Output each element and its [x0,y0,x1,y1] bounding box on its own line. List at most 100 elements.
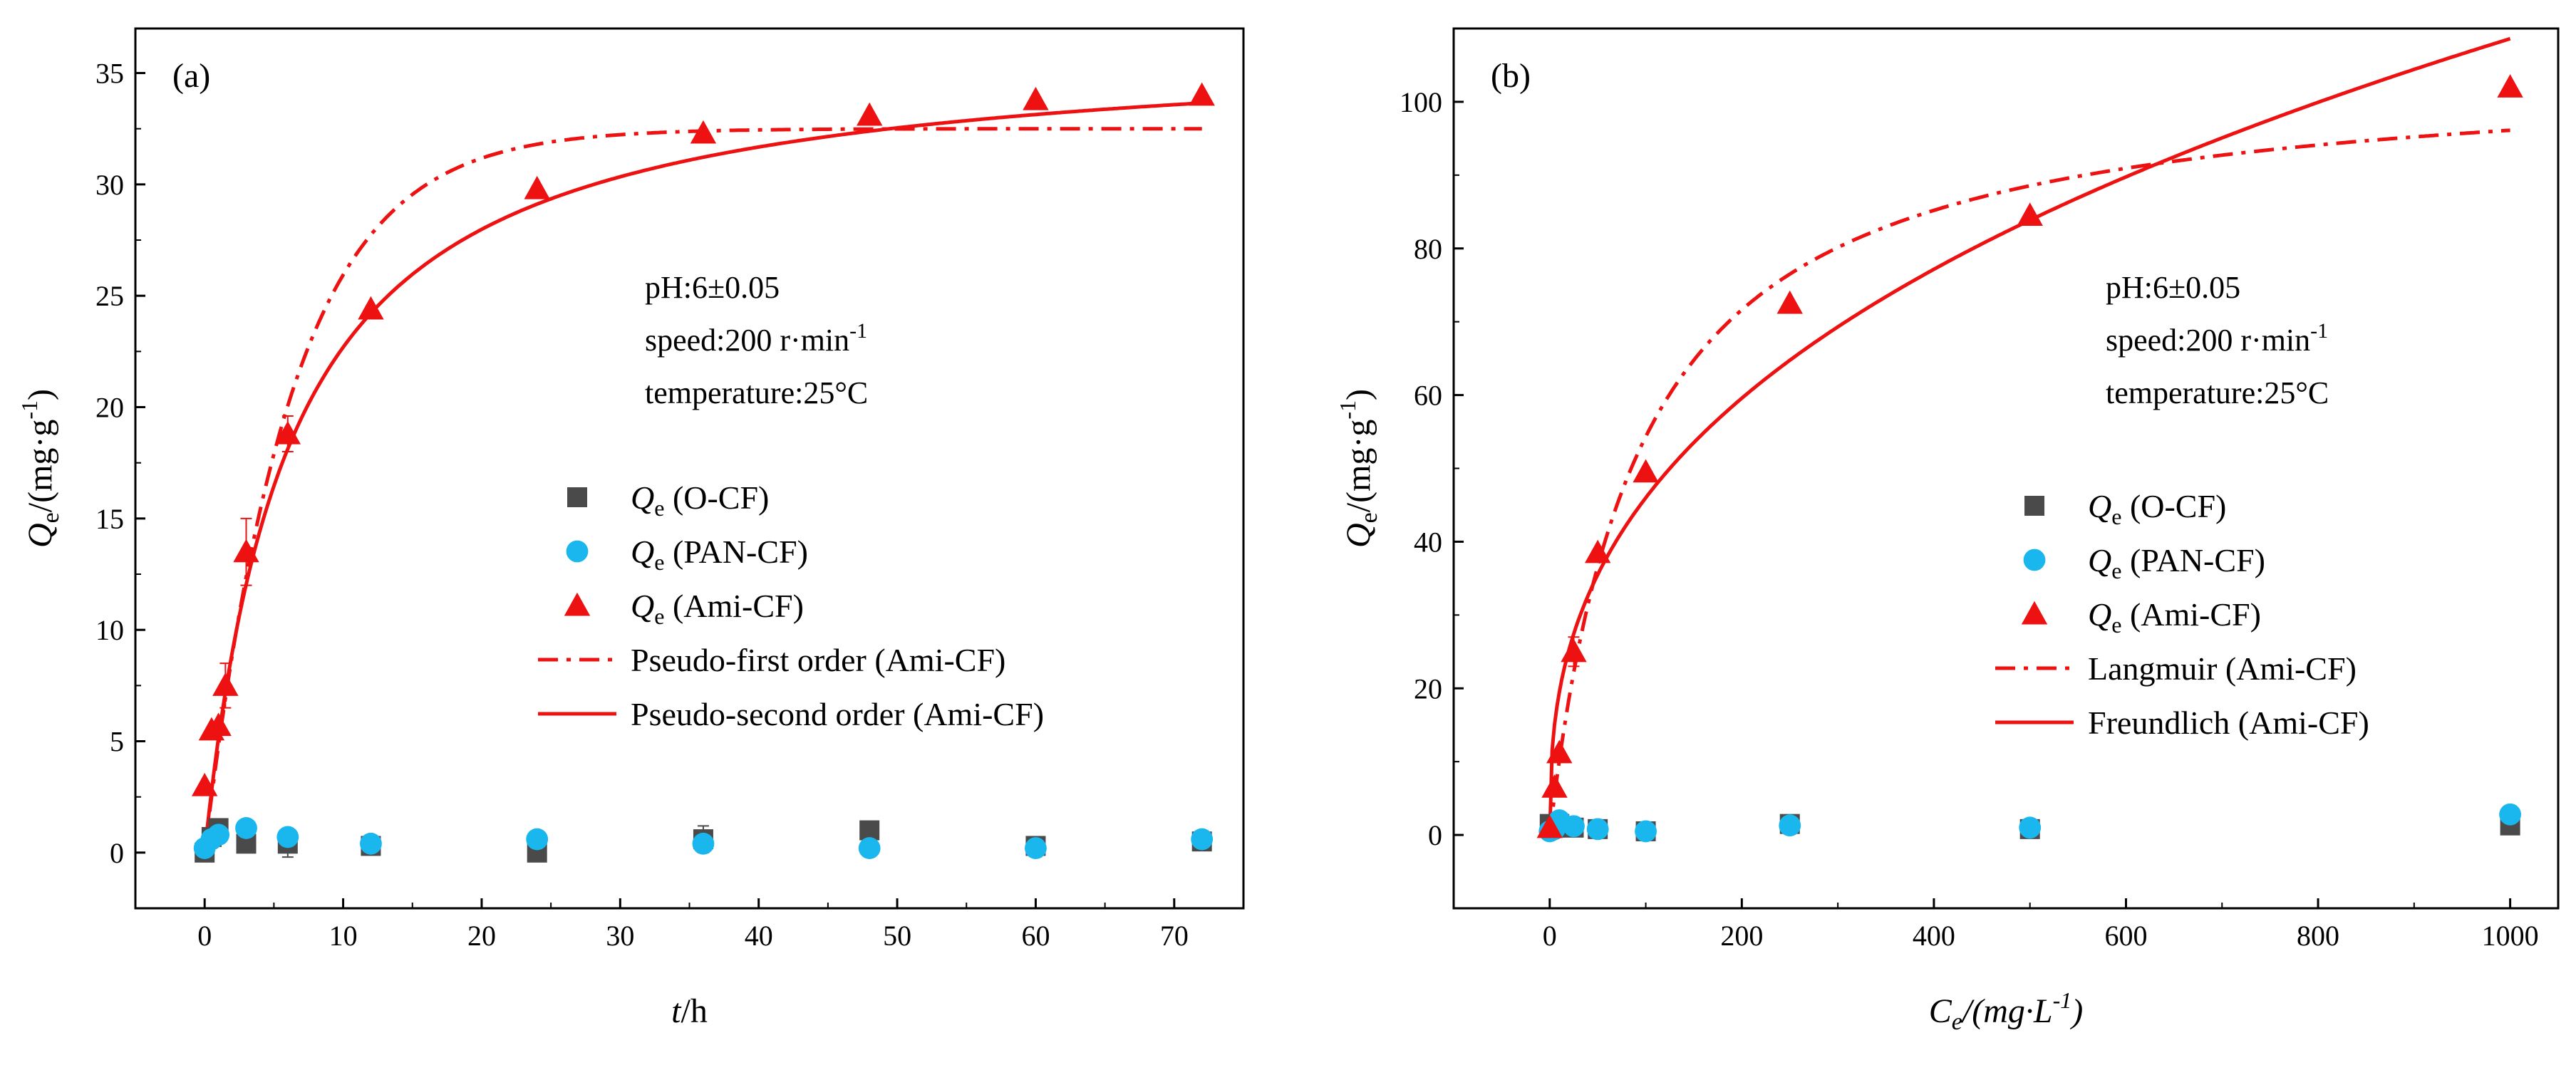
y-axis-label-sub: e [38,512,64,523]
legend-label-var: Q [2088,542,2111,578]
data-point [358,296,384,320]
legend-label-sub: e [654,495,664,521]
legend-label: Qe (O-CF) [2088,488,2226,529]
legend-label-text: (Ami-CF) [664,588,804,624]
y-tick-label: 5 [110,726,124,758]
y-tick-label: 20 [1414,672,1442,705]
data-point [692,832,715,855]
y-axis-label-var: Q [1340,523,1377,548]
x-tick-label: 70 [1160,920,1189,952]
data-point [212,672,239,696]
panel-label: (b) [1491,57,1531,95]
x-tick-label: 600 [2104,920,2147,952]
y-tick-label: 0 [1428,819,1442,851]
annotation-speed-sup: -1 [849,319,867,343]
y-axis-label-unit: /(mg·g [1340,420,1377,513]
data-point [1779,814,1801,837]
legend-label: Langmuir (Ami-CF) [2088,650,2357,687]
legend-label: Qe (Ami-CF) [2088,596,2261,638]
x-axis-label-sup: -1 [2053,987,2072,1013]
data-point [2019,816,2042,839]
legend-label: Pseudo-second order (Ami-CF) [631,696,1044,732]
legend-label-var: Q [631,588,654,624]
data-point [233,539,259,563]
legend-label-text: (PAN-CF) [664,534,808,570]
legend-label-text: Freundlich (Ami-CF) [2088,705,2369,741]
chart-panel-b: 0 200 400 600 800 1000020406080100(b)Ce/(mg·L… [1335,27,2560,1035]
legend-label-text: (PAN-CF) [2121,542,2265,578]
y-axis-label-close: ) [1340,389,1377,400]
data-point [2499,803,2522,826]
y-tick-label: 60 [1414,380,1442,412]
data-point [858,837,881,859]
annotation-temperature: temperature:25°C [2106,375,2329,410]
y-axis-label: Qe/(mg·g-1) [1335,389,1382,548]
series-triangle [1536,74,2523,838]
data-point [207,824,230,846]
x-tick-label: 60 [1021,920,1050,952]
legend-marker-circle [2023,549,2046,571]
annotation-speed: speed:200 r·min-1 [2106,319,2328,358]
data-point [205,712,232,737]
legend-label-sub: e [654,603,664,629]
x-tick-label: 0 [1543,920,1557,952]
legend: Qe (O-CF)Qe (PAN-CF)Qe (Ami-CF)Pseudo-fi… [538,479,1044,732]
x-axis-label-sub: e [1952,1009,1962,1035]
y-tick-label: 25 [95,280,124,312]
data-point [1541,774,1568,798]
data-point [235,817,257,839]
data-point [1025,837,1047,859]
y-axis-label: Qe/(mg·g-1) [16,389,64,548]
legend-label-text: Pseudo-first order (Ami-CF) [631,642,1005,678]
y-tick-label: 30 [95,169,124,201]
legend-label-sub: e [2111,612,2121,638]
legend-label-sub: e [654,549,664,575]
fit-curve-solid [202,101,1202,853]
legend-label-var: Q [631,534,654,570]
annotation-ph: pH:6±0.05 [645,270,780,305]
x-tick-label: 30 [606,920,634,952]
y-axis-label-sup: -1 [1335,400,1360,420]
legend-label: Qe (Ami-CF) [631,588,804,629]
x-tick-label: 1000 [2482,920,2539,952]
legend-marker-circle [566,540,589,563]
y-tick-label: 40 [1414,526,1442,558]
x-axis-label-unit: /h [681,992,708,1030]
x-tick-label: 0 [197,920,212,952]
data-point [524,175,550,199]
legend-marker-square [2024,496,2044,516]
x-axis-label-var: t [671,992,682,1030]
series-circle [193,817,1214,859]
legend-marker-triangle [564,592,591,616]
x-tick-label: 10 [329,920,358,952]
y-tick-label: 0 [110,837,124,869]
x-tick-label: 800 [2297,920,2339,952]
series-triangle [191,82,1215,796]
y-axis-label-var: Q [21,523,59,548]
data-point [1635,820,1657,843]
x-axis-label: Ce/(mg·L-1) [1929,987,2083,1035]
legend-label-text: Langmuir (Ami-CF) [2088,650,2357,687]
y-axis-label-sup: -1 [16,400,42,420]
data-point [2497,74,2523,98]
x-tick-label: 20 [467,920,496,952]
annotation-speed: speed:200 r·min-1 [645,319,867,358]
data-point [274,420,301,445]
legend: Qe (O-CF) Qe (PAN-CF) Qe (Ami-CF) Langmuir … [1995,488,2369,741]
data-point [856,102,883,126]
y-axis-label-unit: /(mg·g [21,420,59,513]
y-tick-label: 10 [95,614,124,646]
x-axis-label-close: ) [2069,992,2083,1030]
legend-label-var: Q [631,479,654,516]
panel-label: (a) [172,57,210,95]
annotation-temperature: temperature:25°C [645,375,868,410]
annotation-ph: pH:6±0.05 [2106,270,2240,305]
x-tick-label: 200 [1720,920,1763,952]
y-tick-label: 80 [1414,233,1442,265]
y-tick-label: 35 [95,58,124,90]
legend-label: Freundlich (Ami-CF) [2088,705,2369,741]
x-tick-label: 40 [745,920,773,952]
fit-curve-dashdot [1548,128,2510,836]
